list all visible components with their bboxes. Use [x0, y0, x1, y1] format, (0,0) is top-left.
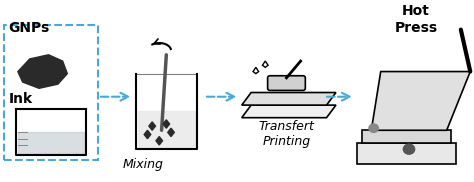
Polygon shape: [163, 120, 170, 128]
Polygon shape: [168, 128, 174, 136]
Polygon shape: [144, 130, 151, 139]
FancyBboxPatch shape: [362, 130, 451, 143]
Polygon shape: [156, 136, 163, 145]
FancyBboxPatch shape: [357, 143, 456, 164]
Text: Mixing: Mixing: [122, 158, 163, 171]
Polygon shape: [242, 105, 336, 118]
Polygon shape: [242, 92, 336, 105]
Polygon shape: [18, 55, 67, 88]
Circle shape: [403, 144, 415, 154]
Polygon shape: [371, 72, 470, 130]
Circle shape: [369, 124, 378, 132]
Text: Hot
Press: Hot Press: [394, 5, 438, 35]
Text: GNPs: GNPs: [9, 21, 50, 35]
Polygon shape: [149, 122, 155, 130]
FancyBboxPatch shape: [268, 76, 305, 90]
Text: Ink: Ink: [9, 92, 33, 106]
Text: Transfert
Printing: Transfert Printing: [258, 120, 314, 148]
